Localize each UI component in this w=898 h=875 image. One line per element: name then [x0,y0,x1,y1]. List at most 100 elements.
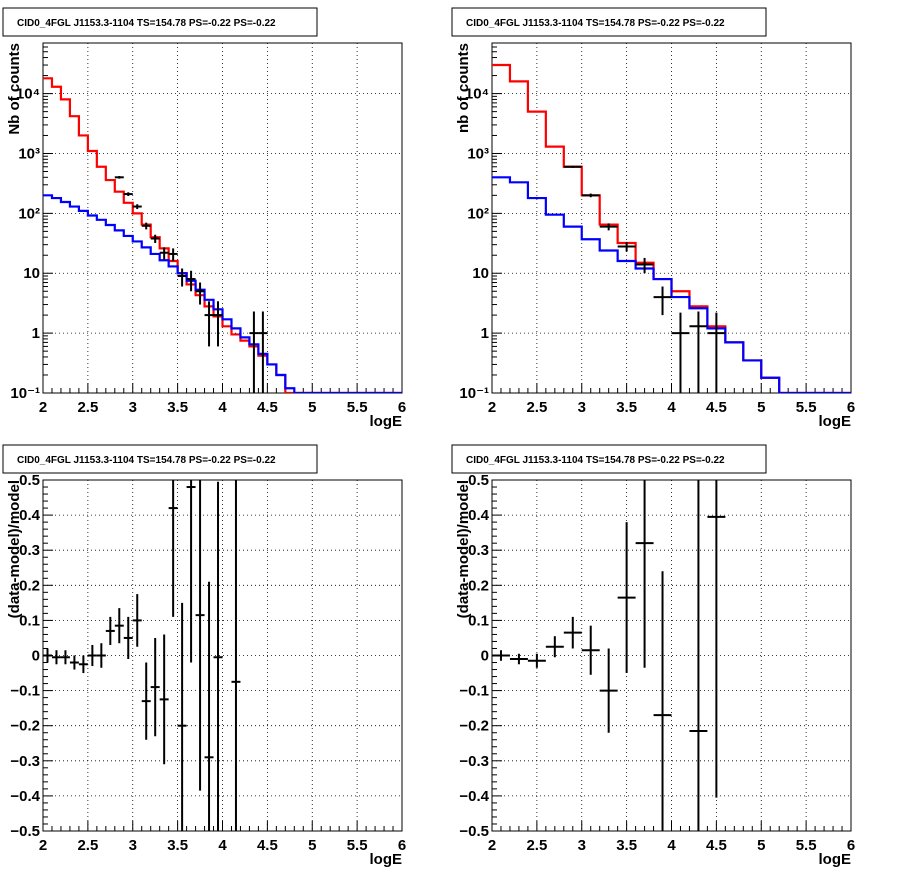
data-point [689,311,708,393]
y-tick-label: −0.2 [459,718,489,735]
x-tick-label: 3.5 [616,399,637,416]
x-tick-label: 2 [39,399,47,416]
title-box [2,444,318,474]
data-point [141,662,151,740]
x-tick-label: 6 [847,399,855,416]
x-tick-label: 5 [308,837,316,854]
histogram-line-2 [492,176,851,393]
data-point [204,581,214,831]
data-point [186,480,196,663]
data-point [635,257,654,274]
x-tick-label: 2 [488,837,496,854]
y-tick-label: 0.3 [19,542,40,559]
data-point [213,301,223,347]
data-point [150,637,160,737]
y-tick-label: −0.3 [10,753,40,770]
data-point [635,480,654,668]
title-box [451,7,767,37]
x-tick-label: 4.5 [706,399,727,416]
data-point [599,223,618,231]
x-axis-label: logE [370,413,403,430]
data-point [707,480,726,798]
y-tick-label: 0.4 [19,507,41,524]
y-tick-label: −0.3 [459,753,489,770]
data-point [707,312,726,393]
data-point [249,311,259,393]
panel-title: CID0_4FGL J1153.3-1104 TS=154.78 PS=-0.2… [466,18,725,29]
data-point [204,301,214,347]
x-tick-label: 4 [218,837,227,854]
title-box [451,444,767,474]
data-point [43,648,52,663]
plot-panel-2: CID0_4FGL J1153.3-1104 TS=154.78 PS=-0.2… [451,7,855,430]
y-tick-label: 0.5 [19,472,40,489]
x-tick-label: 4.5 [257,399,278,416]
data-point [653,286,672,316]
y-tick-label: 10 [472,265,489,282]
y-tick-label: −0.5 [459,823,489,840]
y-tick-label: 1 [481,325,489,342]
x-tick-label: 3 [129,837,137,854]
data-point [123,192,133,196]
x-tick-label: 5.5 [796,399,817,416]
x-tick-label: 4 [667,399,676,416]
y-axis-label: Nb of counts [6,43,23,135]
y-tick-label: 10² [18,205,40,222]
panel-title: CID0_4FGL J1153.3-1104 TS=154.78 PS=-0.2… [17,455,276,466]
data-point [177,268,187,287]
data-point [563,616,582,649]
y-axis-label: (data-model)/model [6,480,23,618]
y-axis-label: (data-model)/model [455,480,472,618]
data-layer [492,480,726,831]
y-tick-label: 10⁴ [465,86,489,103]
y-tick-label: −0.2 [10,718,40,735]
x-tick-label: 2.5 [526,837,547,854]
y-tick-label: 10⁻¹ [10,385,40,402]
x-tick-label: 5.5 [347,837,368,854]
data-point [69,655,79,670]
plot-panel-4: CID0_4FGL J1153.3-1104 TS=154.78 PS=-0.2… [451,444,855,868]
data-point [132,204,142,210]
x-tick-label: 4.5 [706,837,727,854]
data-point [141,222,151,230]
data-point [492,650,510,661]
y-tick-label: 0.5 [468,472,489,489]
data-point [617,522,636,674]
grid-lines [492,480,851,831]
data-point [581,625,600,675]
x-tick-label: 3 [129,399,137,416]
x-tick-label: 3.5 [167,837,188,854]
data-layer [43,77,402,393]
data-point [159,634,169,765]
y-tick-label: 10³ [467,145,489,162]
data-point [563,165,582,168]
grid-lines [492,43,851,393]
grid-lines [43,480,402,831]
y-tick-label: 0.1 [19,612,40,629]
x-tick-label: 5 [757,399,765,416]
data-point [581,193,600,198]
y-tick-label: 0.2 [19,577,40,594]
y-tick-label: 10³ [18,145,40,162]
y-tick-label: 0.4 [468,507,490,524]
y-tick-label: 10⁻¹ [459,385,489,402]
y-tick-label: 0 [32,648,40,665]
data-point [159,247,169,260]
data-point [599,648,618,733]
x-tick-label: 2 [39,837,47,854]
y-tick-label: 10 [23,265,40,282]
x-tick-label: 6 [847,837,855,854]
y-tick-label: 10⁴ [16,86,40,103]
panel-title: CID0_4FGL J1153.3-1104 TS=154.78 PS=-0.2… [17,18,276,29]
data-point [51,650,61,665]
x-axis-label: logE [370,851,403,868]
data-point [168,248,178,262]
x-tick-label: 6 [398,399,406,416]
y-tick-label: −0.4 [459,788,489,805]
x-tick-label: 4 [667,837,676,854]
x-tick-label: 3 [578,399,586,416]
x-tick-label: 4.5 [257,837,278,854]
y-axis-label: nb of counts [455,43,472,133]
data-point [509,653,528,665]
